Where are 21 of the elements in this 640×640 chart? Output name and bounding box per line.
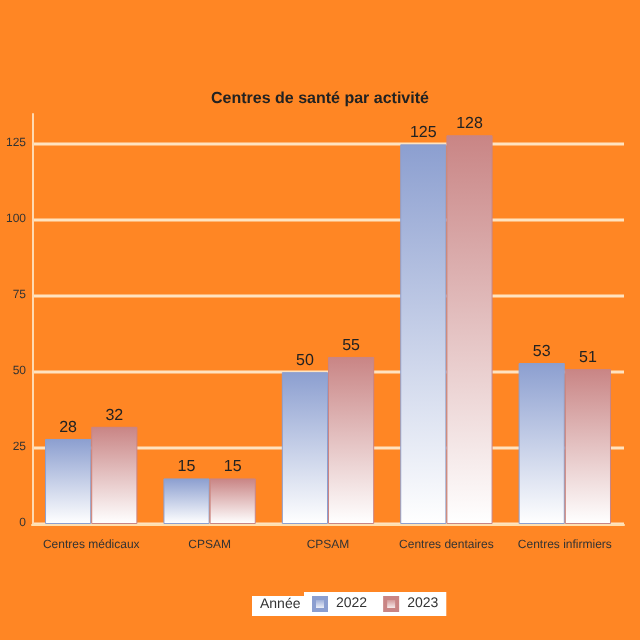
chart-title: Centres de santé par activité <box>211 89 431 107</box>
data-label: 15 <box>177 457 197 476</box>
bar <box>163 478 210 524</box>
bar <box>518 363 565 524</box>
data-label: 15 <box>223 457 243 476</box>
bar <box>281 372 329 524</box>
data-label: 50 <box>296 351 315 370</box>
bar <box>328 356 375 524</box>
data-label: 32 <box>105 405 125 424</box>
data-label: 128 <box>456 114 484 133</box>
data-label: 125 <box>409 123 438 142</box>
bar <box>91 426 138 524</box>
data-label: 28 <box>59 417 79 436</box>
data-label: 51 <box>578 348 598 367</box>
bar <box>45 438 92 524</box>
data-label: 53 <box>532 342 552 361</box>
bar <box>400 144 447 524</box>
bar <box>446 135 493 524</box>
data-label: 55 <box>342 335 362 354</box>
bar <box>209 478 256 524</box>
bar <box>564 369 611 524</box>
